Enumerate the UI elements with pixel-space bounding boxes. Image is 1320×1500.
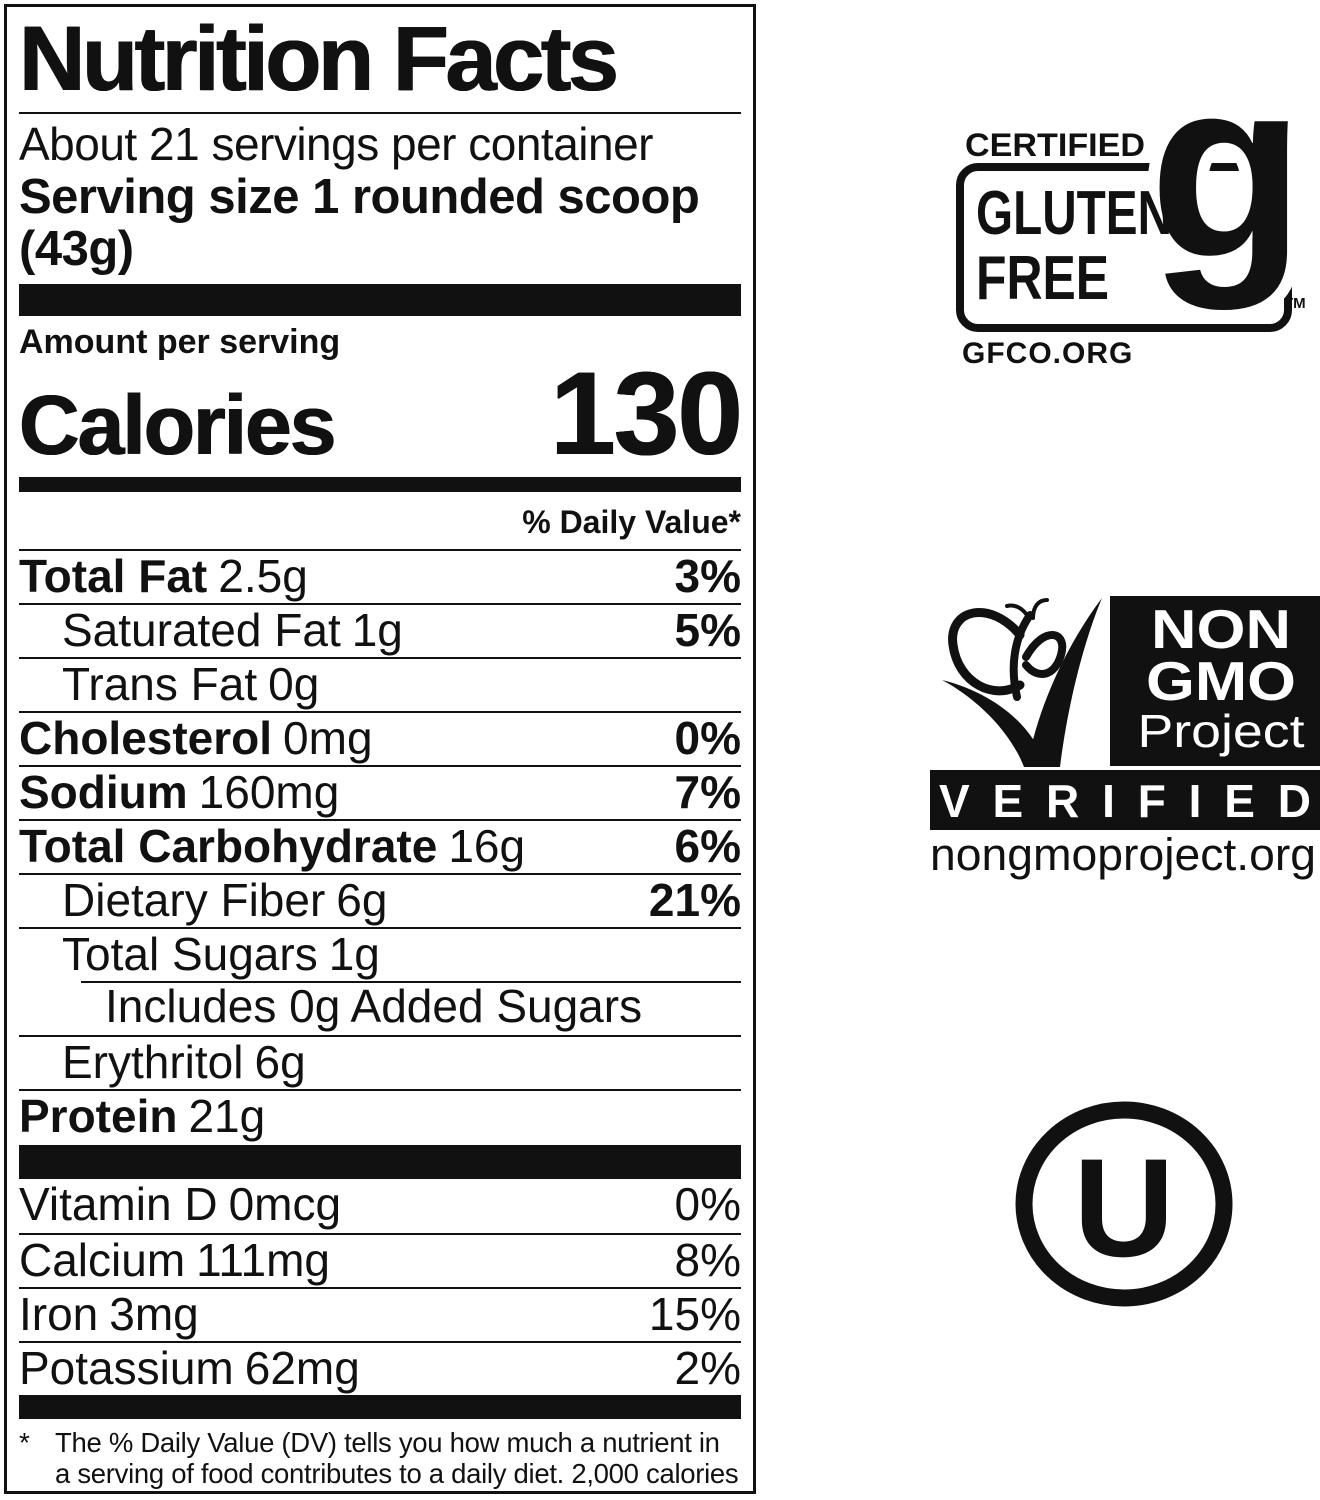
thick-divider-bar [19, 1144, 741, 1179]
gluten-word: GLUTEN [976, 179, 1172, 248]
calories-value: 130 [550, 348, 743, 481]
nutrient-row-total-fat: Total Fat 2.5g 3% [19, 548, 741, 603]
nutrient-dv: 0% [674, 711, 741, 764]
nutrient-amount: 160mg [198, 765, 340, 818]
kosher-badge: U [1012, 1100, 1236, 1310]
non-gmo-website-text: nongmoproject.org [930, 829, 1316, 880]
nutrient-row-sodium: Sodium 160mg 7% [19, 764, 741, 819]
nutrient-amount: 62mg [244, 1341, 360, 1394]
serving-size: Serving size 1 rounded scoop (43g) [19, 170, 700, 277]
servings-per-container: About 21 servings per container [19, 118, 654, 170]
footnote-asterisk: * [19, 1426, 30, 1458]
nutrient-amount: 0g [268, 657, 320, 710]
gfco-website-text: GFCO.ORG [962, 337, 1133, 370]
nutrient-dv: 5% [674, 603, 741, 656]
calories-row: Calories 130 [19, 348, 743, 481]
nutrient-dv: 6% [674, 819, 741, 872]
daily-value-footnote: * The % Daily Value (DV) tells you how m… [19, 1426, 741, 1491]
non-gmo-butterfly-icon [942, 598, 1102, 767]
nutrient-name: Dietary Fiber [62, 873, 326, 926]
nutrient-amount: 3mg [109, 1287, 199, 1340]
nutrient-name: Erythritol [62, 1035, 244, 1088]
nutrient-name: Potassium [19, 1341, 234, 1394]
nutrient-name: Includes 0g Added Sugars [105, 979, 643, 1032]
nutrient-amount: 6g [254, 1035, 306, 1088]
micronutrient-rows: Vitamin D 0mcg 0% Calcium 111mg 8% Iron 3mg… [19, 1177, 741, 1395]
nutrient-name: Sodium [19, 765, 188, 818]
free-word: FREE [976, 244, 1109, 313]
daily-value-header: % Daily Value* [522, 503, 741, 540]
medium-divider-bar [19, 476, 741, 492]
nutrient-amount: 21g [188, 1089, 266, 1142]
nutrient-row-vitamin-d: Vitamin D 0mcg 0% [19, 1177, 741, 1233]
nutrient-row-iron: Iron 3mg 15% [19, 1286, 741, 1341]
kosher-letter: U [1073, 1129, 1174, 1286]
kosher-circle [1015, 1101, 1233, 1307]
nutrient-rows: Total Fat 2.5g 3% Saturated Fat 1g 5% Tran… [19, 548, 741, 1143]
nutrient-amount: 1g [328, 927, 380, 980]
project-word: Project [1138, 705, 1305, 757]
calories-label: Calories [19, 378, 336, 473]
nutrition-facts-title: Nutrition Facts [19, 8, 619, 110]
nutrient-name: Cholesterol [19, 711, 273, 764]
nutrient-name: Total Fat [19, 549, 208, 602]
nutrient-row-saturated-fat: Saturated Fat 1g 5% [19, 602, 741, 657]
amount-per-serving-label: Amount per serving [19, 323, 341, 362]
nutrient-dv: 15% [648, 1287, 741, 1340]
nutrient-name: Iron [19, 1287, 99, 1340]
non-word: NON [1151, 598, 1291, 660]
nutrient-amount: 16g [448, 819, 526, 872]
nutrient-name: Calcium [19, 1233, 186, 1286]
medium-divider-bar [19, 1394, 741, 1419]
nutrition-facts-panel: Nutrition Facts About 21 servings per co… [4, 4, 756, 1494]
nutrient-name: Protein [19, 1089, 178, 1142]
nutrient-row-erythritol: Erythritol 6g [19, 1034, 741, 1089]
nutrient-dv: 3% [674, 549, 741, 602]
gluten-free-box [956, 163, 1292, 332]
gluten-free-badge: CERTIFIED g GLUTEN FREE g TM GFCO.ORG [950, 14, 1320, 375]
non-gmo-badge-graphic: NON GMO Project VERIFIED nongmoproject.o… [930, 596, 1320, 880]
gluten-free-badge-graphic: CERTIFIED g GLUTEN FREE g TM GFCO.ORG [956, 14, 1317, 370]
thick-divider-bar [19, 284, 741, 317]
nutrient-amount: 6g [336, 873, 388, 926]
nutrient-amount: 0mcg [228, 1177, 342, 1230]
nutrient-name: Trans Fat [62, 657, 258, 710]
nutrient-name: Total Sugars [62, 927, 318, 980]
certified-text: CERTIFIED [965, 127, 1145, 163]
non-gmo-square [1110, 596, 1320, 766]
footnote-text: The % Daily Value (DV) tells you how muc… [55, 1426, 739, 1491]
nutrient-row-added-sugars: Includes 0g Added Sugars [19, 979, 741, 1035]
trademark-text: TM [1284, 295, 1306, 312]
nutrient-row-total-sugars: Total Sugars 1g [19, 926, 741, 981]
non-gmo-badge: NON GMO Project VERIFIED nongmoproject.o… [920, 593, 1320, 893]
nutrient-dv: 8% [674, 1233, 741, 1286]
nutrient-row-trans-fat: Trans Fat 0g [19, 656, 741, 711]
title-divider [19, 112, 741, 114]
gmo-word: GMO [1146, 650, 1296, 712]
g-glyph: g [1149, 113, 1305, 311]
verified-bar [930, 770, 1320, 830]
nutrient-amount: 2.5g [218, 549, 308, 602]
nutrient-row-calcium: Calcium 111mg 8% [19, 1232, 741, 1287]
nutrient-name: Saturated Fat [62, 603, 341, 656]
nutrient-row-total-carbohydrate: Total Carbohydrate 16g 6% [19, 818, 741, 873]
nutrient-amount: 0mg [283, 711, 373, 764]
nutrient-dv: 2% [674, 1341, 741, 1394]
nutrient-name: Vitamin D [19, 1177, 218, 1230]
nutrient-dv: 21% [648, 873, 741, 926]
nutrient-row-cholesterol: Cholesterol 0mg 0% [19, 710, 741, 765]
nutrient-dv: 7% [674, 765, 741, 818]
nutrient-amount: 111mg [196, 1233, 330, 1286]
nutrient-name: Total Carbohydrate [19, 819, 438, 872]
nutrient-row-potassium: Potassium 62mg 2% [19, 1340, 741, 1395]
nutrient-amount: 1g [351, 603, 403, 656]
kosher-badge-graphic: U [1015, 1101, 1233, 1307]
nutrient-row-dietary-fiber: Dietary Fiber 6g 21% [19, 872, 741, 927]
nutrient-row-protein: Protein 21g [19, 1088, 741, 1143]
nutrient-dv: 0% [674, 1177, 741, 1230]
